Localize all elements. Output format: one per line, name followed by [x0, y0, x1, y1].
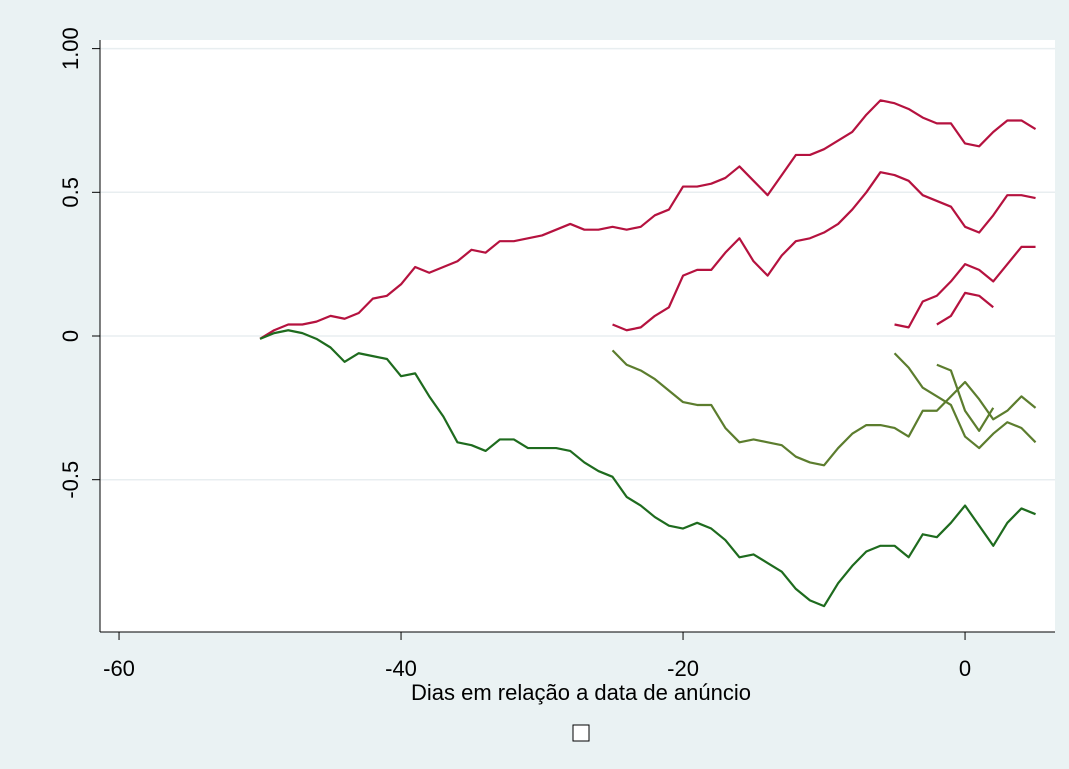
series-line: [936, 363, 995, 432]
y-tick-label: 0.5: [58, 177, 83, 208]
series-line: [894, 245, 1036, 329]
series-line: [611, 349, 1037, 467]
x-tick-label: 0: [959, 656, 971, 681]
y-tick-label: -0.5: [58, 461, 83, 499]
x-tick-label: -60: [103, 656, 135, 681]
y-tick-label: 0: [58, 330, 83, 342]
series-line: [259, 329, 1036, 608]
x-axis-title: Dias em relação a data de anúncio: [411, 680, 751, 705]
series-line: [893, 352, 1037, 450]
series-line: [936, 291, 994, 326]
grid: [100, 47, 1055, 481]
y-tick-label: 1.00: [58, 27, 83, 70]
x-tick-label: -20: [667, 656, 699, 681]
lines: [259, 99, 1037, 608]
series-line: [612, 171, 1036, 332]
series-line: [259, 99, 1037, 340]
x-tick-label: -40: [385, 656, 417, 681]
legend-key: [572, 724, 590, 742]
